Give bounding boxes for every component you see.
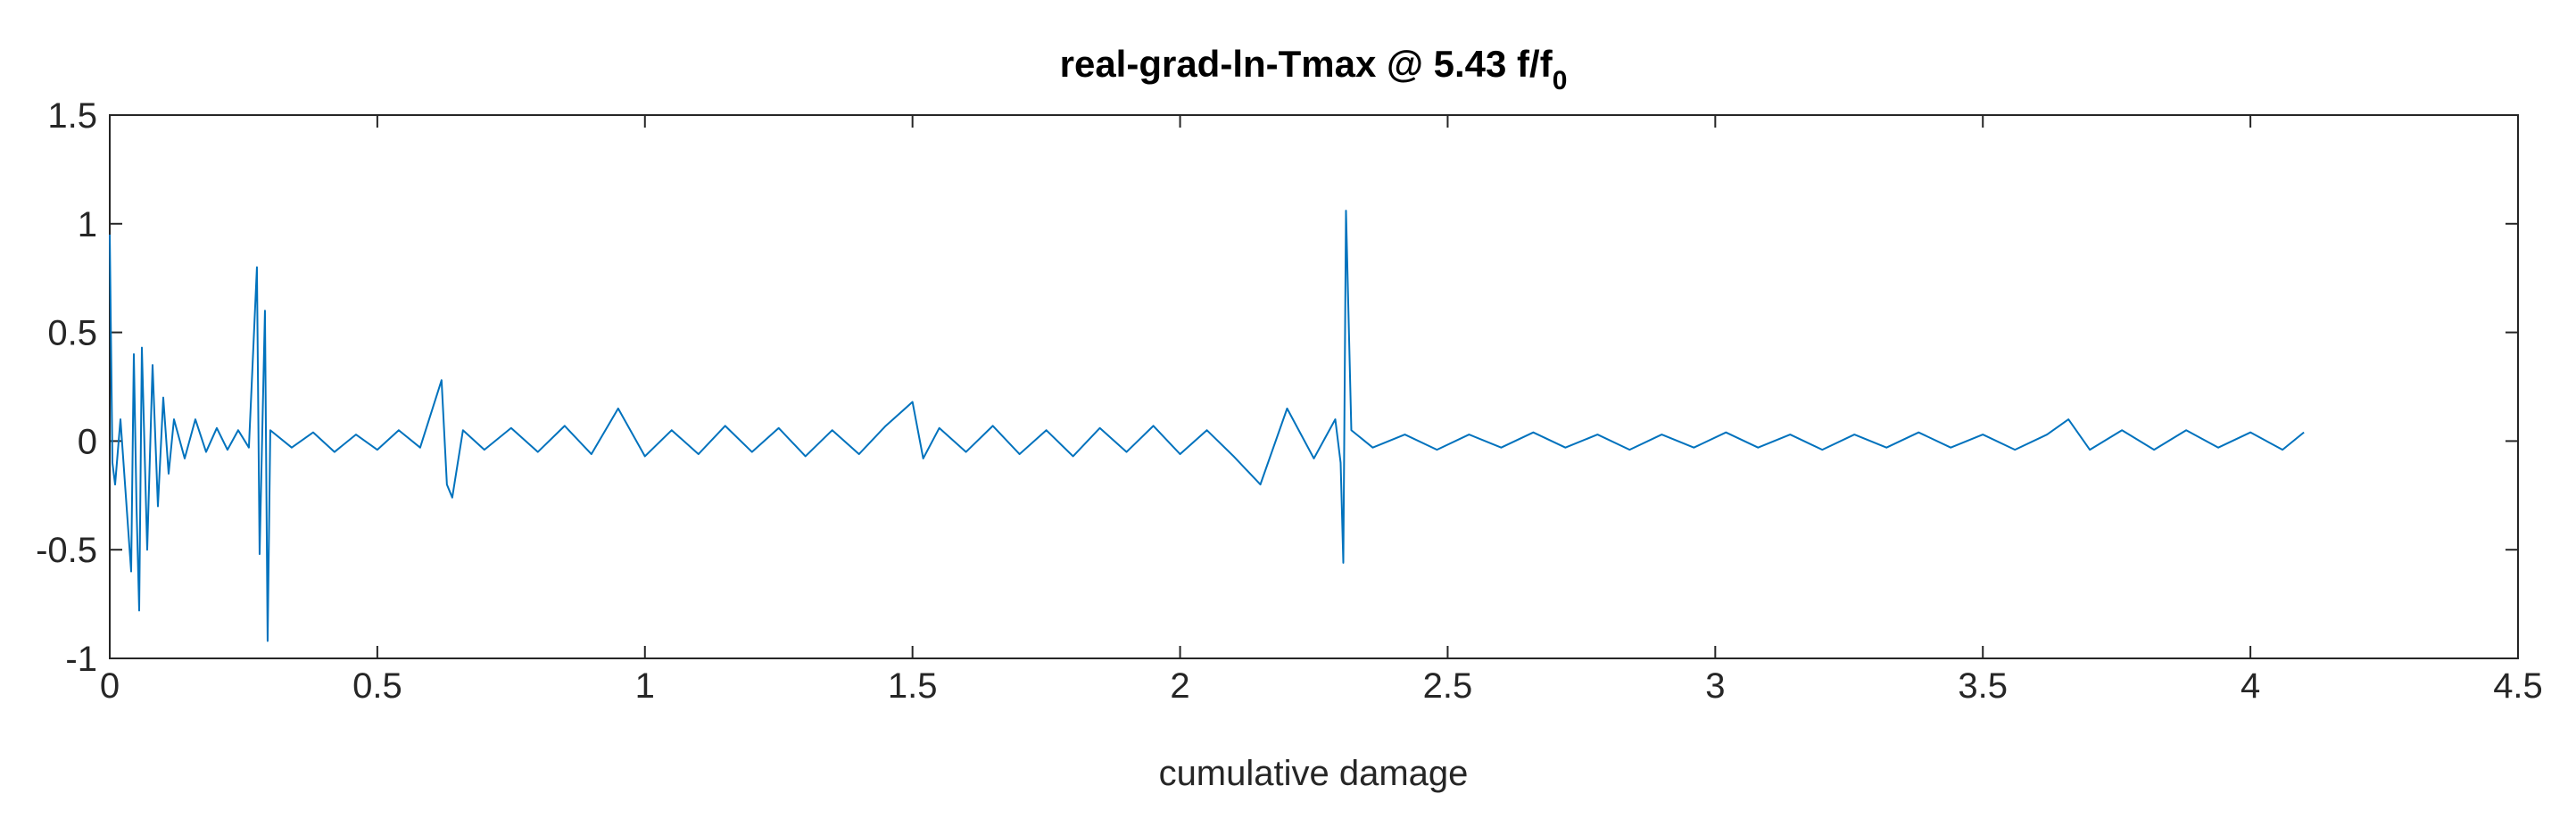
y-tick-label: 0.5: [47, 314, 97, 353]
y-tick-label: -0.5: [36, 531, 97, 570]
plot-frame: [109, 114, 2519, 659]
y-tick-label: 0: [78, 422, 97, 461]
x-tick-label: 2: [1170, 666, 1189, 706]
y-tick-label: 1: [78, 205, 97, 244]
chart-title: real-grad-ln-Tmax @ 5.43 f/f0: [1060, 43, 1568, 95]
x-tick-label: 0: [100, 666, 120, 706]
y-tick-label: -1: [65, 640, 97, 679]
x-axis-label: cumulative damage: [1159, 754, 1469, 793]
x-tick-label: 2.5: [1423, 666, 1473, 706]
x-tick-label: 4.5: [2493, 666, 2543, 706]
title-main: real-grad-ln-Tmax @ 5.43 f/f: [1060, 43, 1553, 85]
x-tick-label: 3.5: [1958, 666, 2008, 706]
x-tick-label: 1.5: [888, 666, 938, 706]
y-tick-label: 1.5: [47, 96, 97, 136]
x-tick-label: 4: [2241, 666, 2260, 706]
data-line: [109, 210, 2305, 642]
x-tick-label: 3: [1705, 666, 1725, 706]
x-tick-label: 1: [635, 666, 655, 706]
x-tick-label: 0.5: [352, 666, 402, 706]
title-subscript: 0: [1553, 66, 1568, 95]
